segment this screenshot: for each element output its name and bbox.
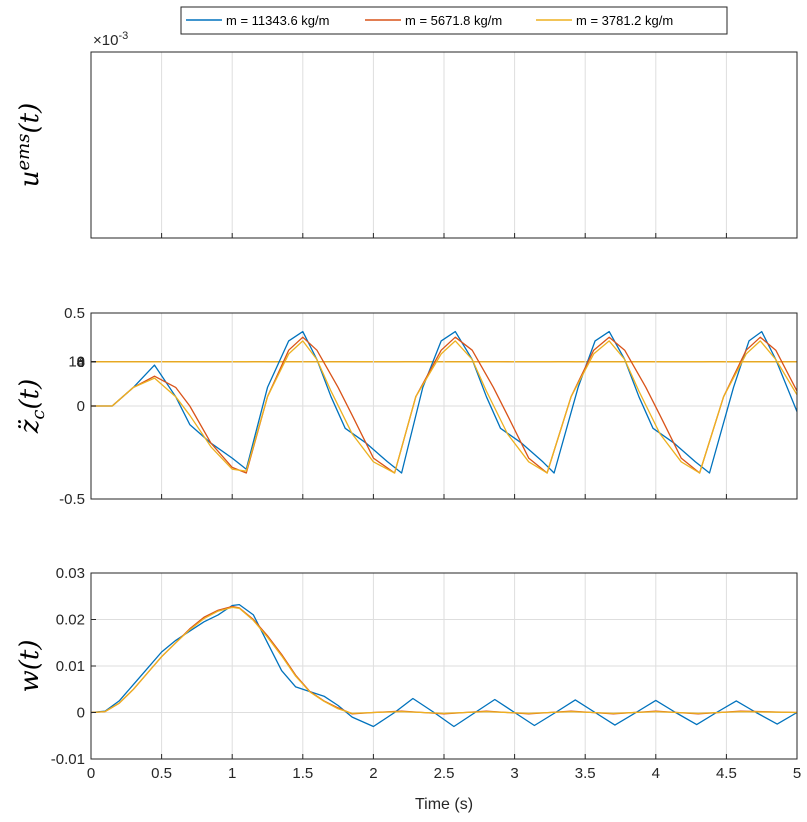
- legend-box: [180, 6, 728, 35]
- y-tick-label: 0: [77, 398, 85, 415]
- y-tick-label: -0.5: [59, 491, 85, 508]
- panel-zc-accel: -0.5 0 0.5 z̈c(t): [15, 305, 798, 508]
- y-tick-label: 0.01: [56, 658, 85, 675]
- y-tick-label: 0.03: [56, 565, 85, 582]
- exponent-label: ×10-3: [93, 30, 128, 49]
- x-tick-label: 3: [510, 765, 518, 782]
- x-tick-label: 2.5: [434, 765, 455, 782]
- y-tick-label: 0.5: [64, 305, 85, 322]
- x-tick-label: 2: [369, 765, 377, 782]
- x-tick-label: 0: [87, 765, 95, 782]
- x-tick-label: 1.5: [292, 765, 313, 782]
- legend-entry: m = 11343.6 kg/m: [226, 13, 329, 28]
- y-tick-label: 6: [77, 354, 85, 371]
- y-axis-label: uems(t): [13, 103, 45, 187]
- y-tick-label: 4: [77, 354, 85, 371]
- x-tick-label: 3.5: [575, 765, 596, 782]
- x-tick-label: 0.5: [151, 765, 172, 782]
- legend: m = 11343.6 kg/m m = 5671.8 kg/m m = 378…: [180, 6, 728, 35]
- x-tick-label: 5: [793, 765, 801, 782]
- y-axis-label: w(t): [15, 640, 45, 693]
- x-tick-label: 4: [652, 765, 660, 782]
- legend-entry: m = 5671.8 kg/m: [405, 13, 502, 28]
- exponent-value: -3: [118, 30, 128, 42]
- x-axis-label: Time (s): [415, 796, 473, 813]
- y-tick-label: 8: [77, 354, 85, 371]
- series-line-3: [90, 606, 798, 715]
- series-line-1: [91, 330, 798, 474]
- y-tick-label: 0: [77, 705, 85, 722]
- y-tick-label: -0.01: [51, 751, 85, 768]
- series-line-2: [91, 336, 798, 474]
- series-line-3: [91, 340, 798, 474]
- y-tick-label: 0.02: [56, 612, 85, 629]
- x-tick-label: 4.5: [716, 765, 737, 782]
- y-axis-label: z̈c(t): [15, 379, 49, 435]
- x-tick-label: 1: [228, 765, 236, 782]
- y-tick-label: 10: [68, 354, 85, 371]
- legend-entry: m = 3781.2 kg/m: [576, 13, 673, 28]
